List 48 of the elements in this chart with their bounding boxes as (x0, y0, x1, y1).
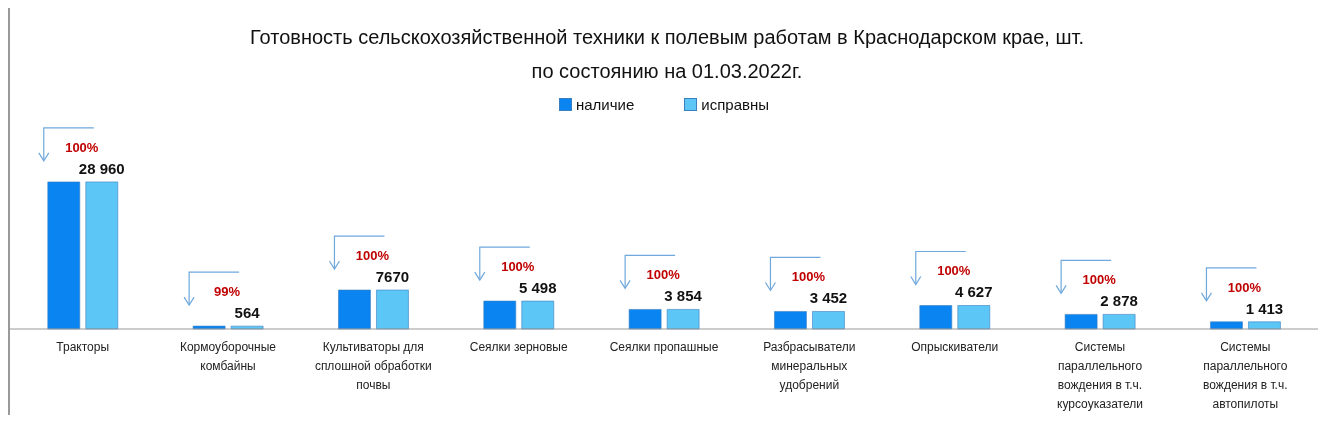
bar (230, 325, 264, 330)
bar (85, 181, 119, 330)
x-tick-label: Опрыскиватели (911, 340, 999, 354)
data-label: 3 854 (664, 287, 703, 305)
data-label: 5 498 (519, 279, 557, 297)
bar (483, 300, 517, 330)
bar (47, 181, 81, 330)
chart-title: Готовность сельскохозяйственной техники к полевым работам в Краснодарском крае, шт. (249, 25, 1085, 50)
chart-subtitle: по состоянию на 01.03.2022г. (530, 59, 804, 84)
bar (376, 289, 409, 330)
annotation: 100% (1227, 279, 1262, 295)
annotation: 100% (1082, 272, 1117, 288)
data-label: 2 878 (1100, 292, 1138, 310)
bar (1248, 321, 1281, 330)
bar (1210, 321, 1243, 330)
x-tick-label: Сеялки зерновые (469, 340, 568, 354)
x-tick-label: Тракторы (56, 340, 110, 354)
annotation: 100% (646, 267, 681, 283)
bar (919, 305, 953, 330)
x-tick-label: Разбрасыватели минеральных удобрений (763, 340, 856, 392)
data-label: 28 960 (78, 159, 125, 177)
bar (666, 309, 700, 330)
x-tick-label: Системы параллельного вождения в т.ч. курсоуказатели (1057, 340, 1143, 411)
x-tick-label: Сеялки пропашные (609, 340, 719, 354)
bar (521, 300, 555, 330)
annotation: 100% (501, 259, 535, 275)
annotation: 100% (937, 263, 971, 279)
annotation: 100% (355, 248, 390, 264)
legend-label: исправны (700, 96, 770, 113)
annotation: 99% (214, 284, 241, 300)
legend-label: наличие (575, 96, 635, 113)
x-tick-label: Культиваторы для сплошной обработки почвы (314, 340, 432, 392)
bar (1064, 314, 1098, 330)
annotation: 100% (65, 139, 99, 155)
bar (812, 311, 845, 330)
bar (338, 289, 371, 330)
bar (1102, 314, 1136, 330)
x-tick-label: Системы параллельного вождения в т.ч. автопилоты (1203, 340, 1288, 411)
data-label: 3 452 (809, 289, 848, 307)
data-label: 564 (234, 304, 261, 322)
data-label: 4 627 (955, 283, 993, 301)
data-label: 7670 (375, 268, 410, 286)
bar (628, 309, 662, 330)
data-label: 1 413 (1245, 299, 1284, 317)
annotation: 100% (791, 269, 826, 285)
x-tick-label: Кормоуборочные комбайны (179, 340, 277, 373)
bar (957, 305, 991, 330)
bar (774, 311, 807, 330)
